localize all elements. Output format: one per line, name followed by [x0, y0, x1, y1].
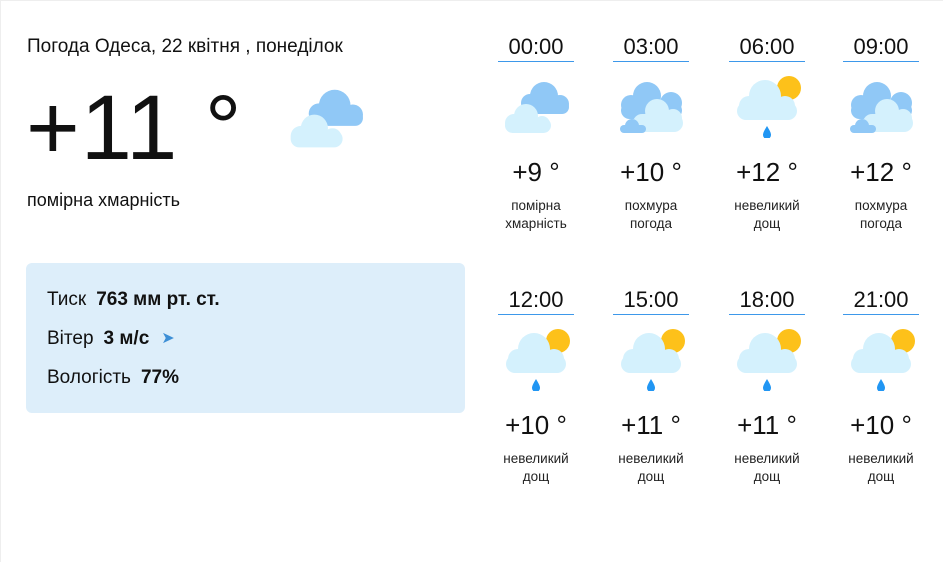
- divider: [729, 61, 805, 62]
- hour-time: 15:00: [623, 287, 679, 312]
- wind-label: Вітер: [47, 328, 94, 349]
- hour-condition-line2: погода: [859, 216, 903, 231]
- details-panel: Тиск 763 мм рт. ст. Вітер 3 м/с ➤ Вологість…: [26, 263, 465, 413]
- page-title: Погода Одеса, 22 квітня , понеділок: [27, 36, 343, 57]
- hour-condition-line1: невеликий: [503, 451, 569, 466]
- hour-time: 06:00: [739, 34, 795, 59]
- hourly-forecast-0300: 03:00 +10 ° похмура погода: [613, 34, 689, 233]
- divider: [498, 314, 574, 315]
- hour-condition-line1: похмура: [624, 198, 678, 213]
- divider: [729, 314, 805, 315]
- hour-time: 09:00: [853, 34, 909, 59]
- divider: [843, 314, 919, 315]
- hour-time: 00:00: [508, 34, 564, 59]
- current-condition: помірна хмарність: [27, 190, 181, 210]
- humidity-row: Вологість 77%: [47, 367, 465, 406]
- hour-temperature: +9 °: [512, 157, 560, 187]
- hour-condition-line1: помірна: [511, 198, 561, 213]
- hour-time: 03:00: [623, 34, 679, 59]
- light-rain-icon: [613, 315, 689, 410]
- hour-time: 21:00: [853, 287, 909, 312]
- hourly-forecast-1800: 18:00 +11 ° невеликий дощ: [729, 287, 805, 486]
- hour-condition-line2: хмарність: [505, 216, 567, 231]
- humidity-value: 77%: [140, 367, 179, 388]
- hour-temperature: +10 °: [850, 410, 912, 440]
- hour-condition-line1: похмура: [854, 198, 908, 213]
- pressure-row: Тиск 763 мм рт. ст.: [47, 289, 465, 328]
- hour-condition-line1: невеликий: [618, 451, 684, 466]
- hour-temperature: +12 °: [850, 157, 912, 187]
- pressure-value: 763 мм рт. ст.: [96, 289, 220, 310]
- divider: [843, 61, 919, 62]
- partly-cloudy-icon: [285, 83, 366, 158]
- hour-condition-line2: дощ: [753, 216, 781, 231]
- hour-temperature: +10 °: [505, 410, 567, 440]
- hour-condition-line2: дощ: [637, 469, 665, 484]
- hour-condition-line2: погода: [629, 216, 673, 231]
- divider: [613, 314, 689, 315]
- wind-row: Вітер 3 м/с ➤: [47, 328, 465, 367]
- hour-temperature: +11 °: [621, 410, 681, 440]
- hour-temperature: +11 °: [737, 410, 797, 440]
- light-rain-icon: [729, 62, 805, 157]
- partly-cloudy-icon: [498, 62, 574, 157]
- hour-condition-line2: дощ: [867, 469, 895, 484]
- hourly-forecast-1500: 15:00 +11 ° невеликий дощ: [613, 287, 689, 486]
- hour-condition-line1: невеликий: [848, 451, 914, 466]
- hour-temperature: +12 °: [736, 157, 798, 187]
- humidity-label: Вологість: [47, 367, 131, 388]
- overcast-icon: [843, 62, 919, 157]
- overcast-icon: [613, 62, 689, 157]
- wind-direction-arrow-icon: ➤: [161, 330, 175, 347]
- hour-condition-line1: невеликий: [734, 198, 800, 213]
- hour-condition-line2: дощ: [522, 469, 550, 484]
- light-rain-icon: [843, 315, 919, 410]
- light-rain-icon: [498, 315, 574, 410]
- hourly-forecast-0000: 00:00 +9 ° помірна хмарність: [498, 34, 574, 233]
- hourly-forecast-0600: 06:00 +12 ° невеликий дощ: [729, 34, 805, 233]
- divider: [498, 61, 574, 62]
- wind-value: 3 м/с: [103, 328, 150, 349]
- pressure-label: Тиск: [47, 289, 87, 310]
- hour-condition-line2: дощ: [753, 469, 781, 484]
- hourly-forecast-0900: 09:00 +12 ° похмура погода: [843, 34, 919, 233]
- hour-time: 12:00: [508, 287, 564, 312]
- divider: [613, 61, 689, 62]
- light-rain-icon: [729, 315, 805, 410]
- hourly-forecast-2100: 21:00 +10 ° невеликий дощ: [843, 287, 919, 486]
- hour-condition-line1: невеликий: [734, 451, 800, 466]
- current-temperature: +11 °: [26, 77, 243, 179]
- hour-time: 18:00: [739, 287, 795, 312]
- hourly-forecast-1200: 12:00 +10 ° невеликий дощ: [498, 287, 574, 486]
- hour-temperature: +10 °: [620, 157, 682, 187]
